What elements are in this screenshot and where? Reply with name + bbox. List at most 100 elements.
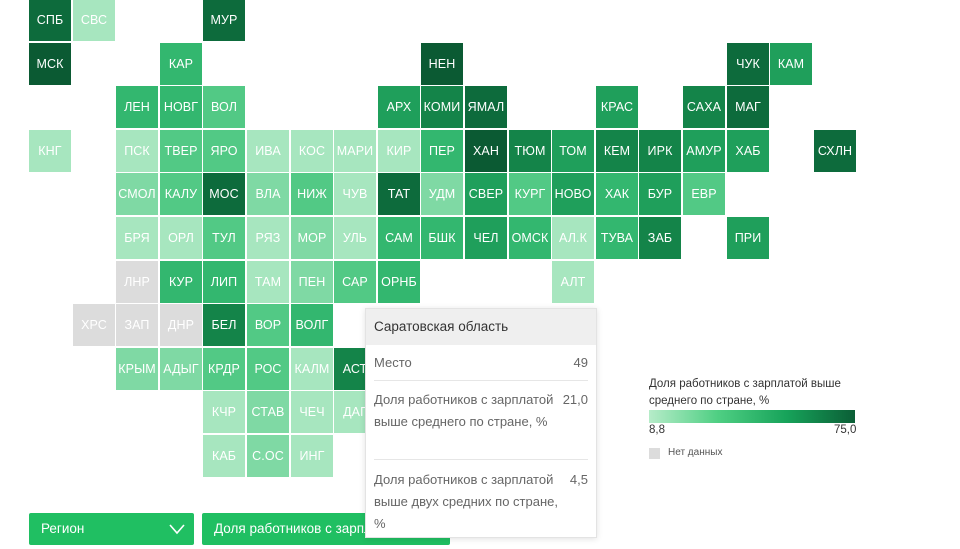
region-tile-алт[interactable]: АЛТ [552, 261, 594, 303]
region-tile-мари[interactable]: МАРИ [334, 130, 376, 172]
region-tile-волг[interactable]: ВОЛГ [291, 304, 333, 346]
region-tile-кнг[interactable]: КНГ [29, 130, 71, 172]
region-tile-рос[interactable]: РОС [247, 348, 289, 390]
region-tile-лнр[interactable]: ЛНР [116, 261, 158, 303]
tooltip-above-avg-label: Доля работников с зарплатой выше среднег… [374, 392, 554, 429]
region-tile-амур[interactable]: АМУР [683, 130, 725, 172]
region-tile-инг[interactable]: ИНГ [291, 435, 333, 477]
tooltip-rank-row: Место 49 [374, 352, 588, 374]
region-tile-бря[interactable]: БРЯ [116, 217, 158, 259]
region-tile-хак[interactable]: ХАК [596, 173, 638, 215]
region-tile-кем[interactable]: КЕМ [596, 130, 638, 172]
region-tile-маг[interactable]: МАГ [727, 86, 769, 128]
region-tile-бшк[interactable]: БШК [421, 217, 463, 259]
region-tile-бел[interactable]: БЕЛ [203, 304, 245, 346]
region-tile-хан[interactable]: ХАН [465, 130, 507, 172]
region-tile-коми[interactable]: КОМИ [421, 86, 463, 128]
region-tile-свер[interactable]: СВЕР [465, 173, 507, 215]
region-tile-яро[interactable]: ЯРО [203, 130, 245, 172]
region-tile-хрс[interactable]: ХРС [73, 304, 115, 346]
region-tile-став[interactable]: СТАВ [247, 391, 289, 433]
region-tile-бур[interactable]: БУР [639, 173, 681, 215]
region-tile-адыг[interactable]: АДЫГ [160, 348, 202, 390]
region-tile-кос[interactable]: КОС [291, 130, 333, 172]
legend-min-value: 8,8 [649, 424, 665, 436]
region-tile-нен[interactable]: НЕН [421, 43, 463, 85]
region-tile-тува[interactable]: ТУВА [596, 217, 638, 259]
region-tile-лип[interactable]: ЛИП [203, 261, 245, 303]
region-tile-чук[interactable]: ЧУК [727, 43, 769, 85]
region-tile-саха[interactable]: САХА [683, 86, 725, 128]
legend-nodata-swatch [649, 448, 660, 459]
region-tile-орл[interactable]: ОРЛ [160, 217, 202, 259]
region-tile-тул[interactable]: ТУЛ [203, 217, 245, 259]
chevron-down-icon [169, 524, 185, 535]
region-tile-омск[interactable]: ОМСК [509, 217, 551, 259]
region-tile-ирк[interactable]: ИРК [639, 130, 681, 172]
region-tile-кар[interactable]: КАР [160, 43, 202, 85]
region-tile-вол[interactable]: ВОЛ [203, 86, 245, 128]
region-tile-твер[interactable]: ТВЕР [160, 130, 202, 172]
region-tile-сам[interactable]: САМ [378, 217, 420, 259]
region-tile-мор[interactable]: МОР [291, 217, 333, 259]
region-tile-мур[interactable]: МУР [203, 0, 245, 41]
region-tile-зап[interactable]: ЗАП [116, 304, 158, 346]
region-tile-хаб[interactable]: ХАБ [727, 130, 769, 172]
region-tile-при[interactable]: ПРИ [727, 217, 769, 259]
region-tile-каб[interactable]: КАБ [203, 435, 245, 477]
tooltip-above-two-avg-label: Доля работников с зарплатой выше двух ср… [374, 472, 558, 531]
region-tile-схлн[interactable]: СХЛН [814, 130, 856, 172]
region-tile-крас[interactable]: КРАС [596, 86, 638, 128]
region-tile-заб[interactable]: ЗАБ [639, 217, 681, 259]
region-tile-калм[interactable]: КАЛМ [291, 348, 333, 390]
region-tile-кир[interactable]: КИР [378, 130, 420, 172]
region-tile-чел[interactable]: ЧЕЛ [465, 217, 507, 259]
region-tile-мос[interactable]: МОС [203, 173, 245, 215]
region-tile-кам[interactable]: КАМ [770, 43, 812, 85]
region-tile-вла[interactable]: ВЛА [247, 173, 289, 215]
region-tile-с.ос[interactable]: С.ОС [247, 435, 289, 477]
region-tile-ряз[interactable]: РЯЗ [247, 217, 289, 259]
region-tile-новг[interactable]: НОВГ [160, 86, 202, 128]
region-tile-ново[interactable]: НОВО [552, 173, 594, 215]
region-tile-кур[interactable]: КУР [160, 261, 202, 303]
region-tile-вор[interactable]: ВОР [247, 304, 289, 346]
region-tile-ямал[interactable]: ЯМАЛ [465, 86, 507, 128]
region-tile-тат[interactable]: ТАТ [378, 173, 420, 215]
region-tile-ниж[interactable]: НИЖ [291, 173, 333, 215]
region-tile-лен[interactable]: ЛЕН [116, 86, 158, 128]
region-tile-свс[interactable]: СВС [73, 0, 115, 41]
region-tile-калу[interactable]: КАЛУ [160, 173, 202, 215]
region-tile-сар[interactable]: САР [334, 261, 376, 303]
region-tile-арх[interactable]: АРХ [378, 86, 420, 128]
legend-title: Доля работников с зарплатой выше среднег… [649, 378, 841, 407]
region-tile-крдр[interactable]: КРДР [203, 348, 245, 390]
region-tile-ива[interactable]: ИВА [247, 130, 289, 172]
region-tile-том[interactable]: ТОМ [552, 130, 594, 172]
tooltip-rank-label: Место [374, 355, 412, 370]
region-tile-там[interactable]: ТАМ [247, 261, 289, 303]
region-tile-пер[interactable]: ПЕР [421, 130, 463, 172]
region-tile-уль[interactable]: УЛЬ [334, 217, 376, 259]
legend-nodata-label: Нет данных [668, 447, 723, 458]
region-tile-кург[interactable]: КУРГ [509, 173, 551, 215]
region-tile-пск[interactable]: ПСК [116, 130, 158, 172]
region-tile-смол[interactable]: СМОЛ [116, 173, 158, 215]
region-tile-пен[interactable]: ПЕН [291, 261, 333, 303]
legend: Доля работников с зарплатой выше среднег… [649, 376, 869, 459]
region-tile-удм[interactable]: УДМ [421, 173, 463, 215]
region-tile-орнб[interactable]: ОРНБ [378, 261, 420, 303]
region-tile-тюм[interactable]: ТЮМ [509, 130, 551, 172]
region-tile-чув[interactable]: ЧУВ [334, 173, 376, 215]
region-tile-ал.к[interactable]: АЛ.К [552, 217, 594, 259]
region-tile-спб[interactable]: СПБ [29, 0, 71, 41]
region-tile-мск[interactable]: МСК [29, 43, 71, 85]
region-tile-днр[interactable]: ДНР [160, 304, 202, 346]
region-tile-крым[interactable]: КРЫМ [116, 348, 158, 390]
region-tile-кчр[interactable]: КЧР [203, 391, 245, 433]
region-tile-евр[interactable]: ЕВР [683, 173, 725, 215]
region-dropdown[interactable]: Регион [29, 513, 194, 545]
region-tile-чеч[interactable]: ЧЕЧ [291, 391, 333, 433]
tooltip-title: Саратовская область [366, 309, 596, 345]
tooltip-divider [374, 380, 588, 381]
